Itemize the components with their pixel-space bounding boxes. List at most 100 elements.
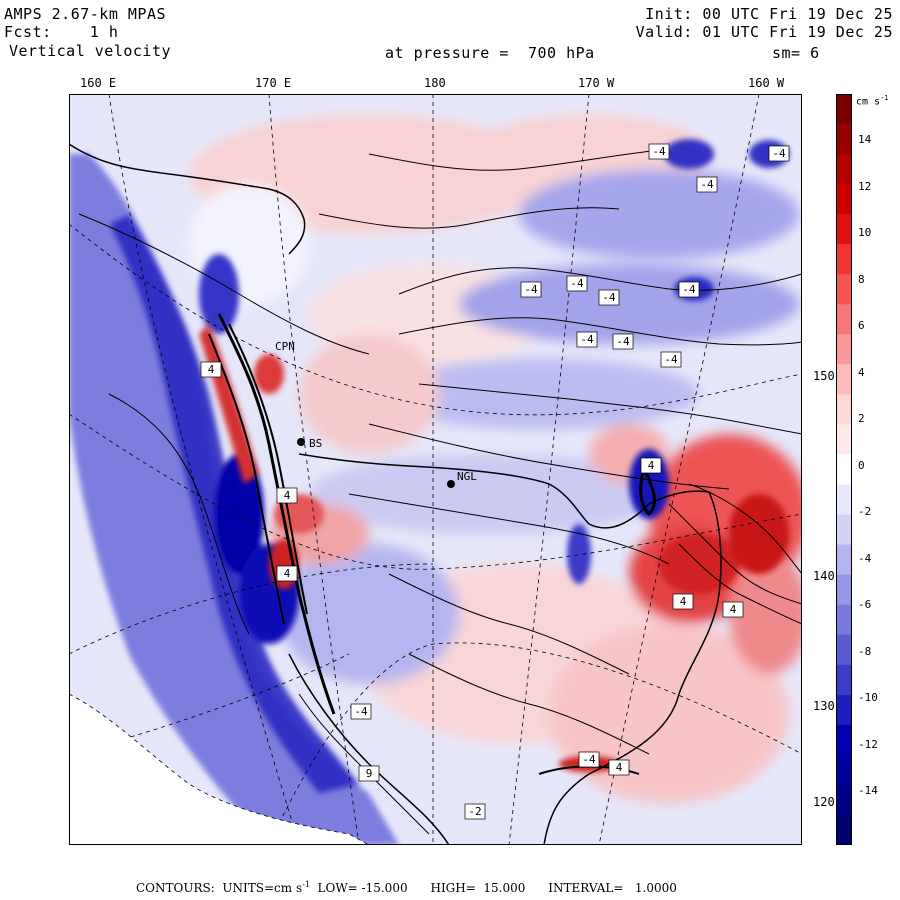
colorbar (836, 94, 852, 845)
colorbar-swatch (836, 214, 852, 245)
colorbar-tick-label: -14 (858, 784, 878, 797)
station-bs-marker (297, 438, 305, 446)
colorbar-swatch (836, 814, 852, 845)
forecast-hour: Fcst: 1 h (4, 23, 119, 41)
model-title: AMPS 2.67-km MPAS (4, 5, 167, 23)
stations: BS NGL CPN (275, 340, 477, 488)
colorbar-tick-label: 6 (858, 319, 865, 332)
colorbar-unit: cm s-1 (856, 94, 889, 108)
colorbar-swatch (836, 184, 852, 215)
svg-text:-4: -4 (524, 283, 538, 296)
contour-label: -4 (578, 751, 600, 768)
colorbar-tick-label: 12 (858, 179, 872, 193)
colorbar-swatch (836, 724, 852, 756)
contour-label: -4 (350, 703, 372, 720)
colorbar-swatch (836, 664, 852, 696)
colorbar-swatch (836, 784, 852, 816)
colorbar-tick-label: -4 (858, 551, 872, 565)
colorbar-tick-label: 2 (858, 412, 865, 425)
svg-text:-4: -4 (772, 147, 786, 160)
colorbar-tick-label: -10 (858, 691, 878, 704)
contour-label: -4 (612, 333, 634, 350)
colorbar-swatch (836, 274, 852, 305)
svg-text:-4: -4 (664, 353, 678, 366)
svg-text:-4: -4 (582, 753, 596, 766)
contour-label: -4 (648, 143, 670, 160)
colorbar-tick-label: -2 (858, 505, 872, 518)
contour-label: -2 (464, 803, 486, 820)
colorbar-tick-label: 8 (858, 272, 865, 286)
contour-label: 4 (276, 565, 298, 582)
vertical-velocity-map: BS NGL CPN -4 -4 -4 -4 -4 -4 -4 -4 -4 -4… (69, 94, 802, 845)
colorbar-tick-label: -8 (858, 644, 872, 658)
colorbar-swatch (836, 124, 852, 155)
svg-text:-4: -4 (682, 283, 696, 296)
contour-label: 4 (200, 361, 222, 378)
contour-info: CONTOURS: UNITS=cm s-1 LOW= -15.000 HIGH… (136, 880, 677, 895)
colorbar-tick-label: 4 (858, 365, 865, 379)
colorbar-tick-label: 0 (858, 458, 865, 472)
station-label-bs: BS (309, 437, 322, 450)
contour-value-labels: -4 -4 -4 -4 -4 -4 -4 -4 -4 -4 4 4 4 4 4 … (200, 143, 790, 820)
colorbar-swatch (836, 454, 852, 486)
colorbar-swatch (836, 514, 852, 546)
terrain-mask (69, 694, 369, 845)
svg-text:-2: -2 (468, 805, 481, 818)
colorbar-swatch (836, 484, 852, 516)
svg-text:4: 4 (284, 567, 291, 580)
station-label-cpn: CPN (275, 340, 295, 353)
colorbar-swatch (836, 244, 852, 275)
colorbar-swatch (836, 574, 852, 606)
smoothing-value: sm= 6 (772, 44, 820, 62)
lon-label-170e: 170 E (255, 76, 292, 90)
svg-text:4: 4 (208, 363, 215, 376)
station-ngl-marker (447, 480, 455, 488)
colorbar-swatch (836, 304, 852, 335)
svg-text:-4: -4 (570, 277, 584, 290)
contour-label: -4 (768, 145, 790, 162)
svg-text:4: 4 (680, 595, 687, 608)
svg-text:4: 4 (648, 459, 655, 472)
contour-label: -4 (660, 351, 682, 368)
colorbar-swatch (836, 604, 852, 636)
colorbar-swatch (836, 544, 852, 576)
contour-label: -4 (598, 289, 620, 306)
colorbar-swatch (836, 694, 852, 726)
colorbar-swatch (836, 634, 852, 666)
contour-label: 4 (672, 593, 694, 610)
contour-label: 4 (276, 487, 298, 504)
colorbar-swatch (836, 154, 852, 185)
contour-label: 4 (608, 759, 630, 776)
colorbar-tick-label: -6 (858, 598, 872, 611)
pressure-level: at pressure = 700 hPa (385, 44, 595, 62)
contour-label: -4 (696, 176, 718, 193)
contour-label: -4 (566, 275, 588, 292)
colorbar-swatch (836, 754, 852, 786)
map-frame (69, 94, 802, 845)
colorbar-tick-label: 10 (858, 226, 872, 239)
station-label-ngl: NGL (457, 470, 477, 483)
lon-label-170w: 170 W (578, 76, 615, 90)
svg-text:4: 4 (730, 603, 737, 616)
contour-label: -4 (576, 331, 598, 348)
svg-text:4: 4 (616, 761, 623, 774)
svg-text:-4: -4 (354, 705, 368, 718)
colorbar-swatch (836, 334, 852, 365)
svg-text:-4: -4 (616, 335, 630, 348)
field-name: Vertical velocity (9, 42, 172, 60)
lon-label-180: 180 (424, 76, 446, 90)
colorbar-swatch (836, 424, 852, 455)
valid-time: Valid: 01 UTC Fri 19 Dec 25 (635, 23, 893, 41)
svg-text:-4: -4 (580, 333, 594, 346)
contour-label: 4 (640, 457, 662, 474)
coastline (69, 143, 722, 845)
svg-text:4: 4 (284, 489, 291, 502)
svg-text:-4: -4 (652, 145, 666, 158)
colorbar-swatch (836, 94, 852, 125)
contour-label: 4 (722, 601, 744, 618)
contour-label: -4 (520, 281, 542, 298)
colorbar-tick-label: -12 (858, 737, 878, 751)
colorbar-tick-label: 14 (858, 133, 872, 146)
svg-text:-4: -4 (602, 291, 616, 304)
contour-label: -4 (678, 281, 700, 298)
